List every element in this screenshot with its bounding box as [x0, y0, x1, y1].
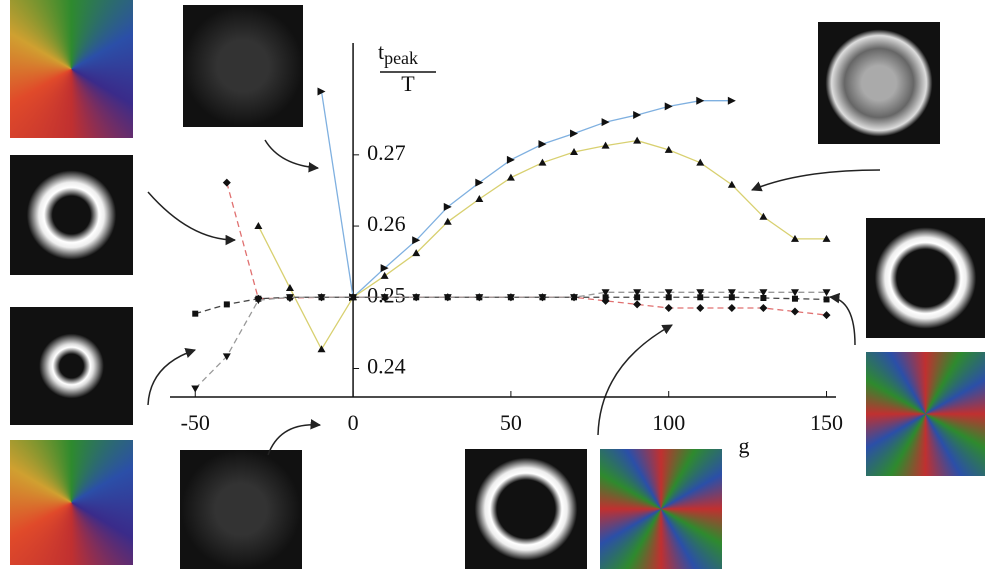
marker [696, 97, 704, 105]
series-line [258, 141, 826, 350]
marker [507, 174, 515, 181]
x-tick-label: 100 [652, 410, 685, 435]
marker [824, 296, 830, 302]
marker [823, 311, 831, 319]
y-tick-label: 0.27 [367, 140, 406, 165]
marker [223, 179, 231, 187]
x-tick-label: -50 [181, 410, 210, 435]
marker [728, 304, 736, 312]
marker [696, 304, 704, 312]
marker [192, 311, 198, 317]
marker [224, 301, 230, 307]
marker [602, 118, 610, 126]
marker [538, 140, 546, 148]
y-tick-label: 0.26 [367, 211, 406, 236]
marker [633, 300, 641, 308]
marker [444, 218, 452, 225]
chart: -500501001500.240.250.260.27 tpeak T g [0, 0, 985, 569]
y-tick-label: 0.24 [367, 354, 406, 379]
marker [191, 385, 199, 392]
marker [728, 97, 736, 105]
marker [665, 102, 673, 110]
marker [728, 181, 736, 188]
x-label: g [739, 433, 750, 458]
marker [475, 195, 483, 202]
x-tick-label: 50 [500, 410, 522, 435]
marker [791, 308, 799, 316]
x-tick-label: 0 [348, 410, 359, 435]
series-line [227, 183, 827, 315]
marker [570, 129, 578, 137]
marker [792, 296, 798, 302]
marker [759, 304, 767, 312]
y-label-denominator: T [401, 71, 415, 96]
marker [633, 137, 641, 144]
marker [381, 272, 389, 279]
y-label-sub: peak [384, 48, 418, 68]
marker [507, 156, 515, 164]
y-label: tpeak [378, 39, 418, 68]
marker [633, 111, 641, 119]
x-tick-label: 150 [810, 410, 843, 435]
marker [254, 222, 262, 229]
marker [318, 345, 326, 352]
marker [665, 304, 673, 312]
page: -500501001500.240.250.260.27 tpeak T g (… [0, 0, 985, 569]
marker [286, 284, 294, 291]
